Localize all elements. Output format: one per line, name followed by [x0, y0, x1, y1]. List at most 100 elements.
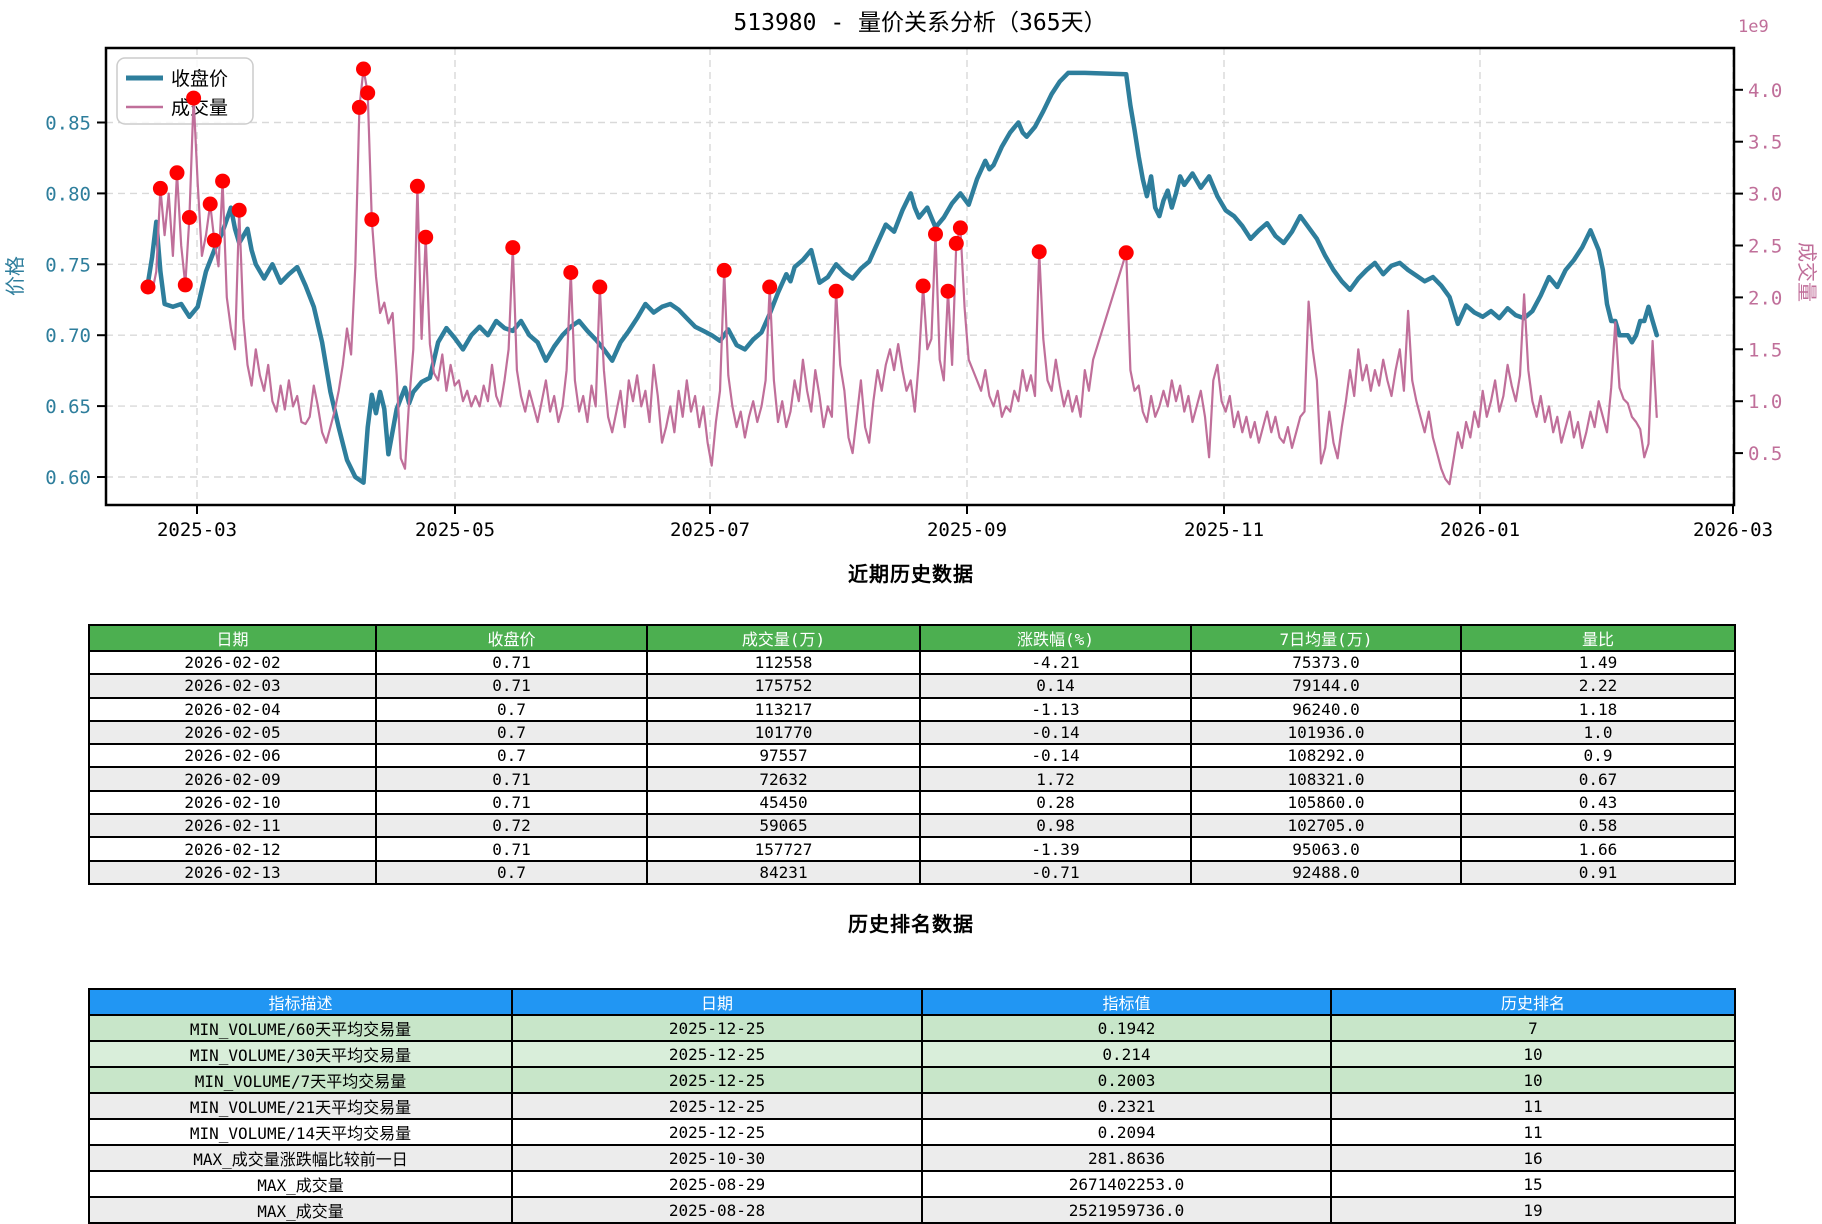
volume-peak-marker	[592, 279, 608, 295]
price-tick-label: 0.85	[45, 113, 91, 135]
table-cell: 108321.0	[1190, 766, 1462, 792]
column-header: 指标描述	[88, 988, 513, 1016]
table-cell: 2026-02-09	[88, 766, 377, 792]
table-cell: 0.214	[921, 1040, 1332, 1068]
column-header: 历史排名	[1330, 988, 1736, 1016]
table-cell: 97557	[646, 743, 921, 769]
volume-exponent-label: 1e9	[1738, 17, 1769, 37]
price-axis-title: 价格	[3, 256, 27, 296]
table-cell: -1.13	[919, 696, 1192, 722]
table-cell: 11	[1330, 1118, 1736, 1146]
table-cell: -0.14	[919, 719, 1192, 746]
table-cell: 2026-02-13	[88, 859, 377, 886]
table-cell: -0.71	[919, 859, 1192, 886]
table-cell: 0.2094	[921, 1118, 1332, 1146]
volume-tick-label: 0.5	[1748, 443, 1782, 465]
table-cell: 0.2321	[921, 1092, 1332, 1120]
date-tick-label: 2026-01	[1440, 519, 1520, 541]
table-cell: 2671402253.0	[921, 1170, 1332, 1198]
volume-line	[147, 67, 1658, 486]
plot-border	[104, 46, 1736, 507]
table-cell: 2026-02-05	[88, 719, 377, 746]
date-tick-label: 2025-11	[1184, 519, 1264, 541]
table-row: MIN_VOLUME/14天平均交易量 2025-12-25 0.2094 11	[88, 1118, 1736, 1146]
date-tick-label: 2025-05	[415, 519, 495, 541]
table-cell: 16	[1330, 1144, 1736, 1172]
volume-peak-marker	[1031, 244, 1047, 260]
volume-peak-marker	[140, 279, 156, 295]
ranking-body: MIN_VOLUME/60天平均交易量 2025-12-25 0.1942 7 MIN_…	[88, 1014, 1736, 1224]
table-cell: 0.9	[1460, 743, 1736, 769]
table-cell: 11	[1330, 1092, 1736, 1120]
table-row: 2026-02-09 0.71 72632 1.72 108321.0 0.67	[88, 766, 1736, 792]
table-row: 2026-02-04 0.7 113217 -1.13 96240.0 1.18	[88, 696, 1736, 722]
volume-peak-marker	[418, 229, 434, 245]
ranking-header: 指标描述 日期 指标值 历史排名	[88, 988, 1736, 1016]
table-cell: 0.58	[1460, 813, 1736, 839]
date-tick-label: 2025-09	[927, 519, 1007, 541]
table-cell: 2026-02-11	[88, 813, 377, 839]
recent-history-section-title: 近期历史数据	[848, 562, 974, 586]
table-cell: 2025-08-28	[511, 1196, 923, 1224]
column-header: 成交量(万)	[646, 624, 921, 652]
volume-peak-marker	[505, 240, 521, 256]
table-cell: 0.91	[1460, 859, 1736, 886]
table-cell: MAX_成交量涨跌幅比较前一日	[88, 1144, 513, 1172]
table-cell: 281.8636	[921, 1144, 1332, 1172]
table-cell: 72632	[646, 766, 921, 792]
volume-tick-label: 3.5	[1748, 132, 1782, 154]
table-row: MAX_成交量涨跌幅比较前一日 2025-10-30 281.8636 16	[88, 1144, 1736, 1172]
table-cell: 2025-08-29	[511, 1170, 923, 1198]
table-cell: 75373.0	[1190, 649, 1462, 676]
table-cell: 0.72	[375, 813, 648, 839]
table-row: MAX_成交量 2025-08-29 2671402253.0 15	[88, 1170, 1736, 1198]
column-header: 7日均量(万)	[1190, 624, 1462, 652]
table-cell: 92488.0	[1190, 859, 1462, 886]
volume-peak-marker	[215, 173, 231, 189]
historical-ranking-table: 指标描述 日期 指标值 历史排名 MIN_VOLUME/60天平均交易量 2025-12…	[88, 988, 1736, 1224]
volume-peak-marker	[186, 90, 202, 106]
table-cell: 0.2003	[921, 1066, 1332, 1094]
table-cell: 0.43	[1460, 789, 1736, 816]
date-tick-label: 2025-07	[670, 519, 750, 541]
volume-tick-label: 3.0	[1748, 184, 1782, 206]
column-header: 指标值	[921, 988, 1332, 1016]
table-cell: 101770	[646, 719, 921, 746]
table-row: MAX_成交量 2025-08-28 2521959736.0 19	[88, 1196, 1736, 1224]
table-cell: 0.7	[375, 859, 648, 886]
volume-peak-marker	[928, 226, 943, 242]
table-cell: 15	[1330, 1170, 1736, 1198]
column-header: 收盘价	[375, 624, 648, 652]
volume-peak-marker	[351, 99, 367, 115]
table-cell: MIN_VOLUME/7天平均交易量	[88, 1066, 513, 1094]
table-cell: 1.0	[1460, 719, 1736, 746]
table-cell: 2025-12-25	[511, 1014, 923, 1042]
legend-label: 收盘价	[171, 68, 228, 90]
ranking-section-title: 历史排名数据	[848, 912, 974, 936]
volume-peak-marker	[152, 180, 168, 196]
volume-peak-marker	[231, 202, 247, 218]
table-row: MIN_VOLUME/7天平均交易量 2025-12-25 0.2003 10	[88, 1066, 1736, 1094]
table-cell: 0.71	[375, 673, 648, 699]
volume-peak-marker	[1118, 245, 1134, 261]
legend-label: 成交量	[171, 97, 228, 119]
volume-peak-marker	[952, 220, 968, 236]
table-row: MIN_VOLUME/21天平均交易量 2025-12-25 0.2321 11	[88, 1092, 1736, 1120]
price-tick-label: 0.75	[45, 254, 91, 276]
table-cell: 0.7	[375, 743, 648, 769]
table-cell: 2025-12-25	[511, 1040, 923, 1068]
table-cell: 0.71	[375, 789, 648, 816]
table-cell: 2.22	[1460, 673, 1736, 699]
volume-tick-label: 2.5	[1748, 236, 1782, 258]
table-cell: MIN_VOLUME/60天平均交易量	[88, 1014, 513, 1042]
table-cell: 112558	[646, 649, 921, 676]
volume-peak-marker	[940, 283, 956, 299]
table-cell: 79144.0	[1190, 673, 1462, 699]
volume-tick-label: 4.0	[1748, 80, 1782, 102]
table-cell: MIN_VOLUME/14天平均交易量	[88, 1118, 513, 1146]
price-tick-label: 0.65	[45, 396, 91, 418]
table-cell: 102705.0	[1190, 813, 1462, 839]
table-cell: 0.71	[375, 766, 648, 792]
volume-peak-marker	[356, 61, 371, 77]
